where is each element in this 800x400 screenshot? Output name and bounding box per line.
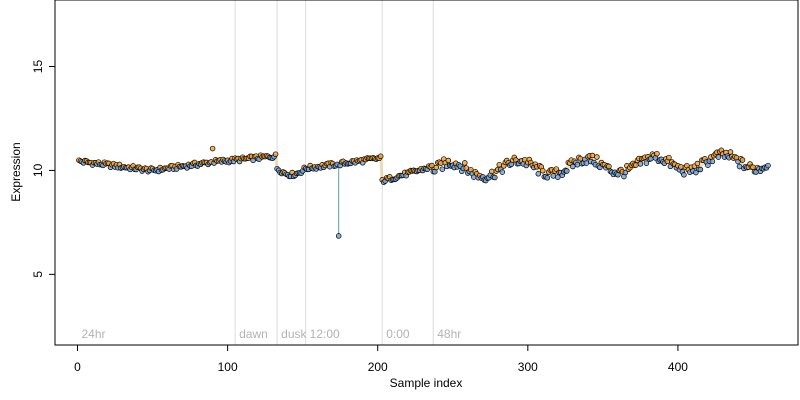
data-point (492, 174, 498, 181)
data-point (589, 152, 596, 159)
y-tick-label: 10 (31, 163, 45, 177)
data-point (693, 169, 699, 176)
data-point (654, 150, 660, 157)
data-point (462, 160, 468, 166)
x-tick-label: 0 (74, 360, 81, 374)
data-point (550, 173, 557, 179)
data-point (643, 160, 650, 166)
y-axis: 5 10 15 (31, 60, 56, 278)
plot-frame (54, 0, 799, 346)
data-point (272, 151, 279, 157)
x-tick-label: 400 (668, 360, 688, 374)
data-point (540, 167, 546, 174)
x-tick-label: 300 (518, 360, 538, 374)
data-point (606, 163, 612, 170)
x-tick-label: 200 (368, 360, 388, 374)
data-point (433, 164, 440, 171)
data-point (694, 160, 701, 167)
y-tick-label: 5 (31, 271, 45, 278)
data-point (594, 154, 600, 160)
x-axis-title: Sample index (390, 376, 463, 390)
data-point (739, 157, 746, 163)
data-point (715, 154, 722, 160)
data-point (666, 154, 672, 161)
segment-label: 0:00 (386, 327, 410, 341)
data-point (637, 161, 644, 167)
data-point (709, 158, 716, 165)
data-point (750, 164, 756, 170)
x-axis: 0 100 200 300 400 (74, 344, 688, 374)
data-point (499, 169, 506, 175)
y-axis-title: Expression (9, 142, 23, 201)
segment-label: dawn (239, 327, 268, 341)
data-point (564, 168, 570, 174)
data-point (377, 153, 384, 160)
data-point (553, 166, 560, 172)
data-point (697, 166, 704, 173)
data-point (681, 172, 687, 178)
data-point (678, 164, 684, 170)
data-point (209, 145, 216, 152)
data-point (577, 155, 584, 162)
segment-label: 12:00 (310, 327, 340, 341)
y-tick-label: 15 (31, 60, 45, 74)
segment-label: dusk (281, 327, 307, 341)
data-point (765, 162, 771, 169)
data-point (445, 157, 452, 164)
data-point (496, 161, 503, 168)
data-point (535, 171, 542, 177)
data-point (489, 168, 495, 175)
data-point (544, 175, 551, 181)
data-point (570, 163, 576, 170)
data-point (439, 166, 446, 172)
data-point (583, 160, 590, 166)
data-point (429, 162, 435, 169)
segment-annotations: 24hr dawn dusk 12:00 0:00 48hr (82, 327, 462, 341)
data-points (76, 145, 771, 239)
segment-label: 48hr (437, 327, 461, 341)
x-tick-label: 100 (218, 360, 238, 374)
data-point (555, 174, 561, 180)
segment-label: 24hr (82, 327, 106, 341)
data-point (335, 233, 342, 239)
data-point (574, 161, 581, 168)
data-point (736, 163, 743, 170)
data-point (633, 162, 639, 168)
